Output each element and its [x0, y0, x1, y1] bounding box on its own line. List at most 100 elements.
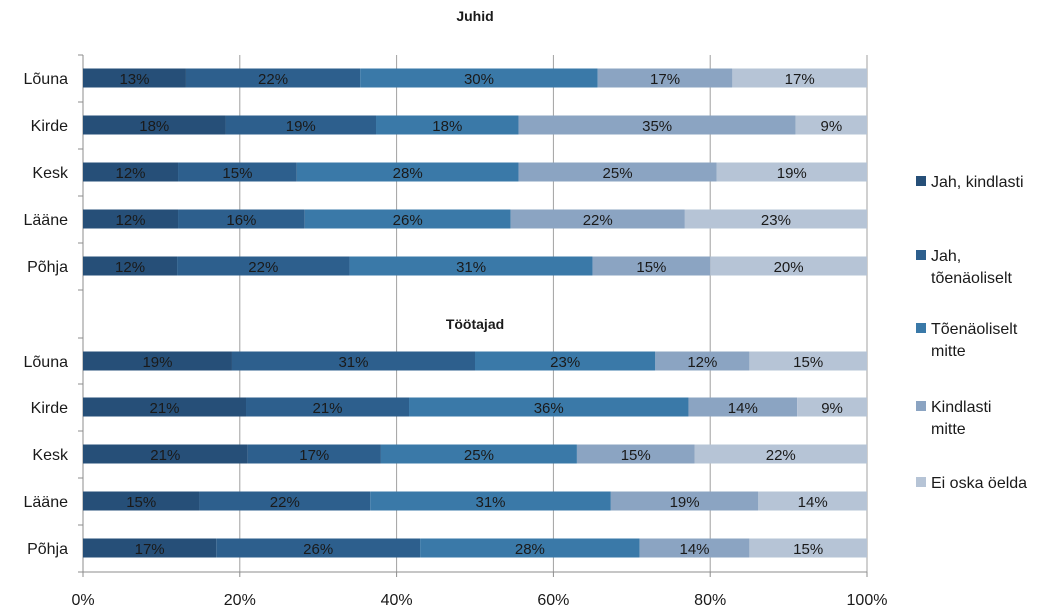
legend-label: mitte: [931, 343, 966, 360]
bar-segment: [376, 115, 519, 135]
data-label: 22%: [258, 71, 288, 88]
data-label: 19%: [142, 354, 172, 371]
legend: Jah, kindlasti Jah, tõenäoliselt Tõenäolise…: [916, 174, 1027, 492]
data-label: 16%: [226, 212, 256, 229]
data-label: 28%: [393, 165, 423, 182]
x-tick-label: 0%: [71, 592, 94, 609]
bar-segment: [178, 162, 297, 182]
bar-segment: [83, 162, 179, 182]
bar-segment: [795, 115, 867, 135]
bar-segment: [409, 397, 689, 417]
legend-label: Jah, kindlasti: [931, 174, 1024, 191]
bar-segment: [758, 491, 867, 511]
data-label: 14%: [680, 541, 710, 558]
data-label: 15%: [126, 494, 156, 511]
legend-swatch: [916, 250, 926, 260]
data-label: 21%: [149, 400, 179, 417]
axes: [78, 54, 868, 577]
bar-segment: [83, 115, 226, 135]
bar-segment: [247, 444, 381, 464]
bar-segment: [576, 444, 695, 464]
legend-swatch: [916, 176, 926, 186]
data-label: 17%: [650, 71, 680, 88]
data-label: 15%: [793, 541, 823, 558]
legend-label: mitte: [931, 421, 966, 438]
data-label: 13%: [119, 71, 149, 88]
bar-segment: [185, 68, 361, 88]
data-label: 25%: [603, 165, 633, 182]
bar-segment: [199, 491, 371, 511]
bar-segment: [655, 351, 750, 371]
data-label: 12%: [115, 212, 145, 229]
category-label: Põhja: [27, 259, 68, 276]
bar-segment: [231, 351, 475, 371]
bars: 13% 22% 30% 17% 17% 18% 19% 18% 35% 9% 12% 15% 28% 25…: [83, 68, 867, 558]
data-label: 12%: [115, 165, 145, 182]
bar-segment: [597, 68, 733, 88]
data-label: 22%: [248, 259, 278, 276]
data-label: 30%: [464, 71, 494, 88]
bar-segment: [749, 351, 867, 371]
data-label: 22%: [270, 494, 300, 511]
bar-segment: [732, 68, 867, 88]
legend-swatch: [916, 323, 926, 333]
data-label: 26%: [303, 541, 333, 558]
data-label: 31%: [476, 494, 506, 511]
data-label: 14%: [728, 400, 758, 417]
data-label: 22%: [766, 447, 796, 464]
bar-segment: [304, 209, 511, 229]
bar-segment: [475, 351, 656, 371]
bar-segment: [610, 491, 759, 511]
data-label: 35%: [642, 118, 672, 135]
bar-segment: [216, 538, 421, 558]
data-label: 22%: [583, 212, 613, 229]
bar-segment: [83, 256, 178, 276]
data-label: 23%: [761, 212, 791, 229]
data-label: 18%: [432, 118, 462, 135]
x-tick-label: 80%: [694, 592, 726, 609]
data-label: 31%: [338, 354, 368, 371]
bar-segment: [83, 68, 186, 88]
bar-segment: [688, 397, 798, 417]
data-label: 17%: [785, 71, 815, 88]
category-label: Kirde: [31, 400, 68, 417]
data-label: 9%: [821, 400, 843, 417]
data-label: 23%: [550, 354, 580, 371]
data-label: 21%: [312, 400, 342, 417]
bar-segment: [83, 491, 200, 511]
category-labels: Lõuna Kirde Kesk Lääne Põhja Lõuna Kirde Kesk Lä…: [24, 71, 69, 558]
bar-segment: [178, 209, 305, 229]
bar-segment: [592, 256, 711, 276]
bar-segment: [360, 68, 598, 88]
x-tick-labels: 0% 20% 40% 60% 80% 100%: [71, 592, 887, 609]
data-label: 14%: [798, 494, 828, 511]
data-label: 15%: [621, 447, 651, 464]
x-tick-label: 40%: [381, 592, 413, 609]
x-tick-label: 20%: [224, 592, 256, 609]
legend-label: Tõenäoliselt: [931, 321, 1018, 338]
data-label: 26%: [393, 212, 423, 229]
category-label: Kirde: [31, 118, 68, 135]
category-label: Lääne: [24, 212, 69, 229]
data-label: 21%: [150, 447, 180, 464]
legend-swatch: [916, 401, 926, 411]
data-label: 20%: [774, 259, 804, 276]
bar-segment: [296, 162, 519, 182]
data-label: 28%: [515, 541, 545, 558]
gridlines: [239, 55, 868, 572]
data-label: 15%: [222, 165, 252, 182]
bar-segment: [716, 162, 867, 182]
bar-segment: [370, 491, 611, 511]
category-label: Lääne: [24, 494, 69, 511]
data-label: 31%: [456, 259, 486, 276]
data-label: 19%: [670, 494, 700, 511]
bar-segment: [83, 397, 247, 417]
data-label: 18%: [139, 118, 169, 135]
group-title: Juhid: [456, 8, 493, 24]
x-tick-label: 100%: [847, 592, 888, 609]
bar-segment: [639, 538, 750, 558]
group-title: Töötajad: [446, 316, 504, 332]
category-label: Kesk: [32, 447, 69, 464]
legend-label: Kindlasti: [931, 399, 991, 416]
